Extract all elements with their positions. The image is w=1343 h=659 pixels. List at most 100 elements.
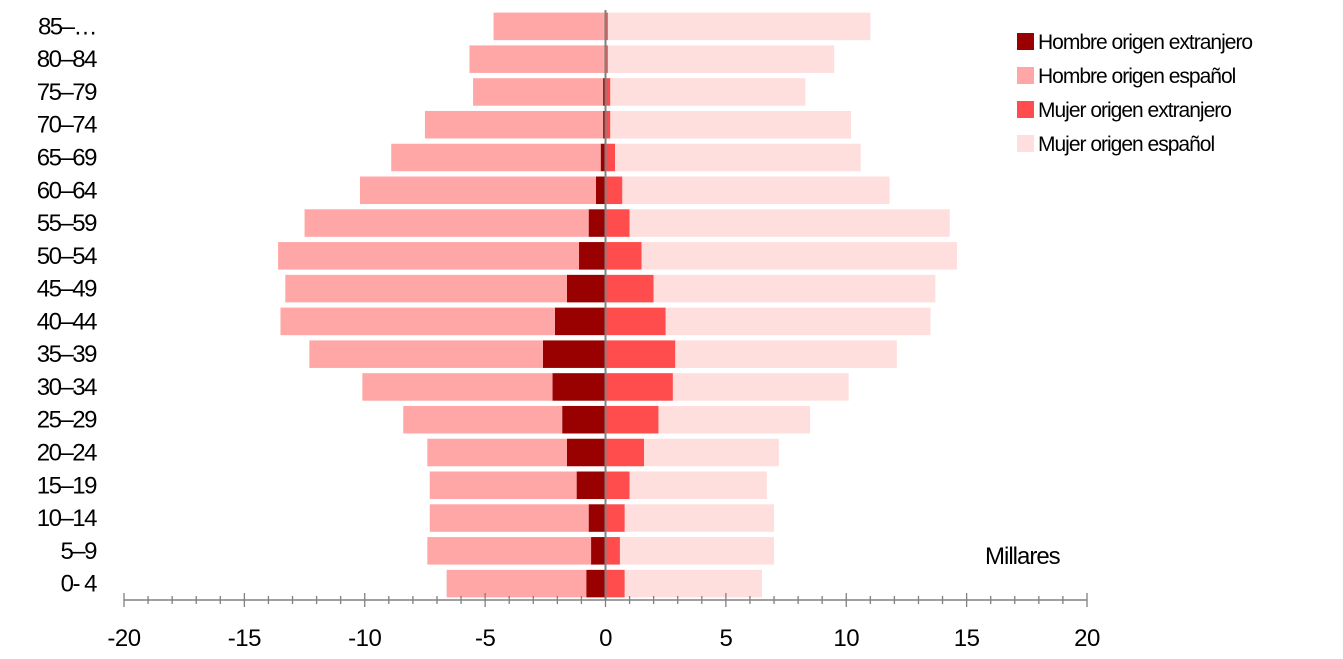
- x-tick-label: -10: [348, 625, 381, 652]
- legend-label: Hombre origen español: [1038, 65, 1236, 88]
- bar-hombre-origen-extranjero-1: [591, 537, 606, 565]
- bar-mujer-origen-extranjero-6: [605, 373, 673, 401]
- bar-mujer-origen-extranjero-3: [605, 471, 630, 500]
- category-label: 20–24: [37, 440, 97, 467]
- bars-layer: [278, 12, 957, 598]
- category-label: 25–29: [37, 407, 97, 434]
- bar-hombre-origen-español-4: [427, 438, 567, 467]
- category-label: 55–59: [37, 210, 97, 237]
- bar-mujer-origen-extranjero-0: [605, 569, 625, 598]
- bar-mujer-origen-extranjero-16: [605, 45, 608, 73]
- category-label: 65–69: [37, 145, 97, 172]
- bar-mujer-origen-español-9: [653, 274, 936, 303]
- legend-label: Hombre origen extranjero: [1038, 31, 1252, 54]
- bar-hombre-origen-español-6: [362, 373, 553, 401]
- bar-mujer-origen-español-15: [610, 78, 806, 106]
- category-label: 10–14: [37, 505, 97, 532]
- bar-mujer-origen-extranjero-7: [605, 340, 676, 368]
- x-tick-label: -20: [107, 625, 140, 652]
- x-tick-label: 0: [599, 625, 612, 652]
- bar-mujer-origen-español-5: [658, 405, 811, 434]
- legend: Hombre origen extranjero Hombre origen es…: [1017, 31, 1253, 156]
- bar-hombre-origen-extranjero-2: [588, 504, 606, 532]
- bar-mujer-origen-español-17: [607, 12, 871, 41]
- bar-hombre-origen-español-0: [446, 569, 587, 598]
- axis-layer: -20 -15 -10 -5 0 5 10 15 20: [107, 10, 1100, 652]
- bar-hombre-origen-extranjero-10: [579, 242, 606, 270]
- category-label: 15–19: [37, 472, 97, 499]
- bar-hombre-origen-español-17: [493, 12, 605, 41]
- bar-hombre-origen-español-7: [309, 340, 543, 368]
- bar-hombre-origen-español-3: [429, 471, 577, 500]
- bar-hombre-origen-extranjero-4: [566, 438, 606, 467]
- bar-hombre-origen-español-14: [424, 110, 604, 139]
- bar-mujer-origen-extranjero-1: [605, 537, 620, 565]
- unit-label: Millares: [985, 543, 1061, 570]
- bar-mujer-origen-español-11: [629, 209, 950, 237]
- bar-mujer-origen-español-7: [675, 340, 897, 368]
- bar-mujer-origen-español-14: [610, 110, 852, 139]
- bar-hombre-origen-español-12: [359, 176, 596, 205]
- bar-hombre-origen-español-1: [427, 537, 592, 565]
- bar-hombre-origen-español-5: [403, 405, 563, 434]
- bar-hombre-origen-español-13: [391, 143, 601, 172]
- bar-mujer-origen-extranjero-15: [605, 78, 611, 106]
- bar-hombre-origen-español-15: [473, 78, 604, 106]
- category-label: 85–…: [38, 13, 96, 40]
- bar-hombre-origen-español-16: [469, 45, 605, 73]
- bar-hombre-origen-español-8: [280, 307, 555, 336]
- category-label: 80–84: [37, 46, 97, 73]
- bar-hombre-origen-español-11: [304, 209, 589, 237]
- legend-swatch: [1017, 67, 1034, 84]
- bar-mujer-origen-español-2: [624, 504, 775, 532]
- bar-mujer-origen-español-13: [615, 143, 861, 172]
- bar-mujer-origen-español-1: [619, 537, 775, 565]
- bar-hombre-origen-extranjero-3: [576, 471, 606, 500]
- category-label: 60–64: [37, 177, 97, 204]
- legend-swatch: [1017, 101, 1034, 118]
- bar-mujer-origen-español-16: [607, 45, 835, 73]
- bar-hombre-origen-extranjero-5: [562, 405, 606, 434]
- bar-mujer-origen-extranjero-4: [605, 438, 645, 467]
- bar-mujer-origen-extranjero-14: [605, 110, 611, 139]
- bar-mujer-origen-extranjero-13: [605, 143, 616, 172]
- bar-mujer-origen-extranjero-11: [605, 209, 630, 237]
- category-label: 70–74: [37, 112, 97, 139]
- x-tick-label: 20: [1074, 625, 1100, 652]
- category-label: 40–44: [37, 308, 97, 335]
- bar-hombre-origen-extranjero-6: [552, 373, 606, 401]
- bar-hombre-origen-español-2: [429, 504, 589, 532]
- legend-label: Mujer origen extranjero: [1038, 99, 1231, 122]
- bar-mujer-origen-español-0: [624, 569, 762, 598]
- x-tick-label: 10: [833, 625, 859, 652]
- x-tick-label: 15: [954, 625, 980, 652]
- legend-swatch: [1017, 33, 1034, 50]
- bar-mujer-origen-español-6: [672, 373, 849, 401]
- bar-hombre-origen-extranjero-7: [542, 340, 606, 368]
- bar-hombre-origen-español-10: [278, 242, 580, 270]
- legend-label: Mujer origen español: [1038, 133, 1214, 156]
- bar-mujer-origen-extranjero-10: [605, 242, 642, 270]
- bar-hombre-origen-extranjero-14: [603, 110, 606, 139]
- bar-hombre-origen-extranjero-9: [566, 274, 606, 303]
- x-tick-label: -15: [228, 625, 261, 652]
- bar-mujer-origen-español-8: [665, 307, 931, 336]
- bar-mujer-origen-extranjero-8: [605, 307, 666, 336]
- category-label: 5–9: [60, 538, 97, 565]
- bar-hombre-origen-extranjero-15: [603, 78, 606, 106]
- bar-hombre-origen-extranjero-8: [554, 307, 606, 336]
- category-label: 0- 4: [61, 571, 98, 598]
- bar-hombre-origen-extranjero-12: [595, 176, 606, 205]
- category-label: 45–49: [37, 276, 97, 303]
- legend-swatch: [1017, 135, 1034, 152]
- bar-hombre-origen-extranjero-13: [600, 143, 606, 172]
- bar-mujer-origen-extranjero-5: [605, 405, 659, 434]
- bar-mujer-origen-extranjero-17: [605, 12, 608, 41]
- category-label: 50–54: [37, 243, 97, 270]
- category-label: 75–79: [37, 79, 97, 106]
- x-tick-label: 5: [719, 625, 732, 652]
- category-label: 35–39: [37, 341, 97, 368]
- bar-mujer-origen-extranjero-12: [605, 176, 623, 205]
- bar-hombre-origen-extranjero-0: [586, 569, 606, 598]
